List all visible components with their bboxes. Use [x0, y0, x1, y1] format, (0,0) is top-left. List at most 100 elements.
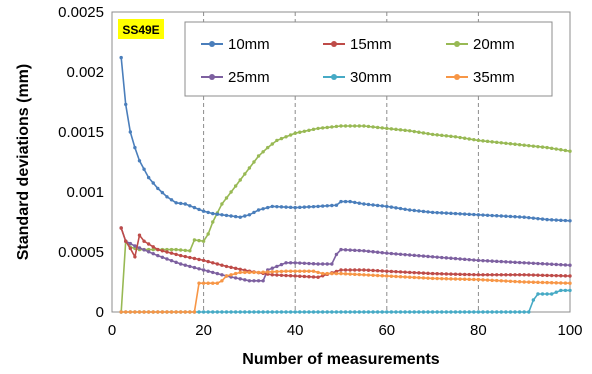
data-point	[261, 279, 265, 283]
data-point	[302, 261, 307, 265]
data-point	[165, 247, 169, 252]
data-point	[453, 211, 458, 216]
data-point	[165, 250, 169, 254]
data-point	[270, 273, 274, 277]
data-point	[513, 215, 517, 219]
data-point	[316, 270, 320, 275]
data-point	[165, 310, 169, 314]
legend-label: 30mm	[350, 69, 392, 86]
data-point	[206, 210, 210, 215]
data-point	[398, 275, 403, 279]
data-point	[151, 310, 155, 314]
data-point	[536, 280, 540, 285]
data-point	[421, 271, 426, 275]
data-point	[504, 279, 508, 283]
data-point	[554, 281, 558, 285]
data-point	[417, 271, 421, 275]
legend-marker	[209, 74, 215, 80]
data-point	[449, 310, 453, 314]
data-point	[490, 273, 494, 277]
data-point	[142, 248, 146, 252]
data-point	[316, 310, 320, 314]
data-point	[169, 198, 174, 202]
data-point	[298, 205, 302, 210]
data-point	[522, 215, 526, 219]
data-point	[188, 204, 192, 208]
data-point	[229, 310, 233, 314]
data-point	[211, 261, 215, 265]
data-point	[440, 255, 444, 260]
data-point	[366, 249, 371, 253]
data-point	[412, 253, 416, 258]
data-point	[453, 272, 458, 276]
data-point	[549, 146, 554, 151]
data-point	[430, 210, 435, 215]
data-point	[247, 279, 252, 283]
data-point	[453, 256, 458, 261]
data-point	[179, 201, 183, 206]
data-point	[449, 256, 453, 260]
data-point	[233, 276, 238, 280]
data-point	[188, 255, 192, 260]
data-point	[165, 257, 169, 261]
data-point	[517, 143, 522, 147]
data-point	[394, 206, 398, 210]
data-point	[540, 145, 545, 149]
data-point	[238, 178, 242, 182]
data-point	[444, 134, 449, 138]
data-point	[320, 271, 325, 276]
data-point	[499, 310, 503, 314]
data-point	[124, 239, 128, 243]
data-point	[334, 271, 339, 276]
data-point	[522, 280, 526, 284]
data-point	[563, 274, 568, 278]
data-point	[485, 139, 490, 144]
data-point	[357, 124, 362, 128]
data-point	[430, 132, 435, 137]
data-point	[472, 277, 476, 282]
data-point	[504, 141, 508, 145]
data-point	[348, 248, 352, 252]
data-point	[421, 131, 426, 135]
data-point	[563, 148, 568, 153]
legend-marker	[331, 41, 337, 47]
data-point	[495, 273, 499, 277]
data-point	[288, 261, 293, 265]
data-point	[142, 239, 146, 243]
data-point	[554, 290, 558, 294]
data-point	[403, 270, 407, 274]
data-point	[458, 257, 462, 261]
data-point	[385, 269, 389, 273]
data-point	[435, 276, 439, 281]
x-axis-title: Number of measurements	[242, 351, 439, 368]
data-point	[394, 127, 398, 132]
x-tick-label: 80	[470, 322, 487, 339]
data-point	[220, 213, 224, 217]
data-point	[261, 207, 265, 211]
data-point	[536, 273, 540, 277]
data-point	[430, 271, 435, 276]
data-point	[224, 196, 229, 200]
data-point	[261, 270, 265, 274]
data-point	[499, 259, 503, 264]
data-point	[233, 310, 238, 314]
data-point	[119, 310, 123, 314]
data-point	[284, 205, 288, 209]
data-point	[233, 271, 238, 276]
data-point	[298, 269, 302, 273]
data-point	[275, 310, 279, 314]
data-point	[288, 269, 293, 273]
data-point	[188, 310, 192, 314]
data-point	[371, 273, 375, 277]
data-point	[559, 218, 563, 223]
data-point	[275, 204, 279, 209]
legend-label: 20mm	[473, 36, 515, 53]
data-point	[444, 211, 449, 215]
data-point	[408, 253, 412, 257]
x-tick-label: 20	[195, 322, 212, 339]
data-point	[238, 215, 242, 219]
data-point	[403, 128, 407, 133]
data-point	[435, 133, 439, 137]
data-point	[325, 271, 329, 276]
data-point	[252, 279, 256, 283]
